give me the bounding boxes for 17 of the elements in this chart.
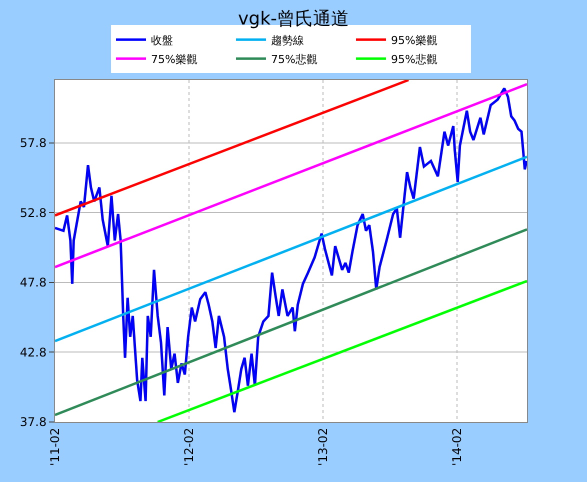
legend-label: 75%樂觀 <box>151 52 198 66</box>
y-tick-label: 37.8 <box>20 415 47 430</box>
x-tick-label: '12-02 <box>182 428 196 466</box>
y-tick-label: 47.8 <box>20 276 47 290</box>
y-tick-label: 42.8 <box>20 345 47 360</box>
line-series <box>55 87 527 414</box>
chart-title: vgk-曾氏通道 <box>238 8 349 30</box>
legend-label: 95%悲觀 <box>391 52 438 66</box>
x-tick-label: '14-02 <box>450 428 464 466</box>
y-tick-label: 57.8 <box>20 136 47 150</box>
legend-label: 95%樂觀 <box>391 34 438 47</box>
legend-label: 趨勢線 <box>271 34 304 47</box>
x-tick-label: '13-02 <box>316 428 330 466</box>
x-tick-label: '11-02 <box>48 428 62 466</box>
y-tick-label: 52.8 <box>20 206 47 220</box>
legend-label: 75%悲觀 <box>271 52 318 66</box>
legend-label: 收盤 <box>151 34 173 47</box>
